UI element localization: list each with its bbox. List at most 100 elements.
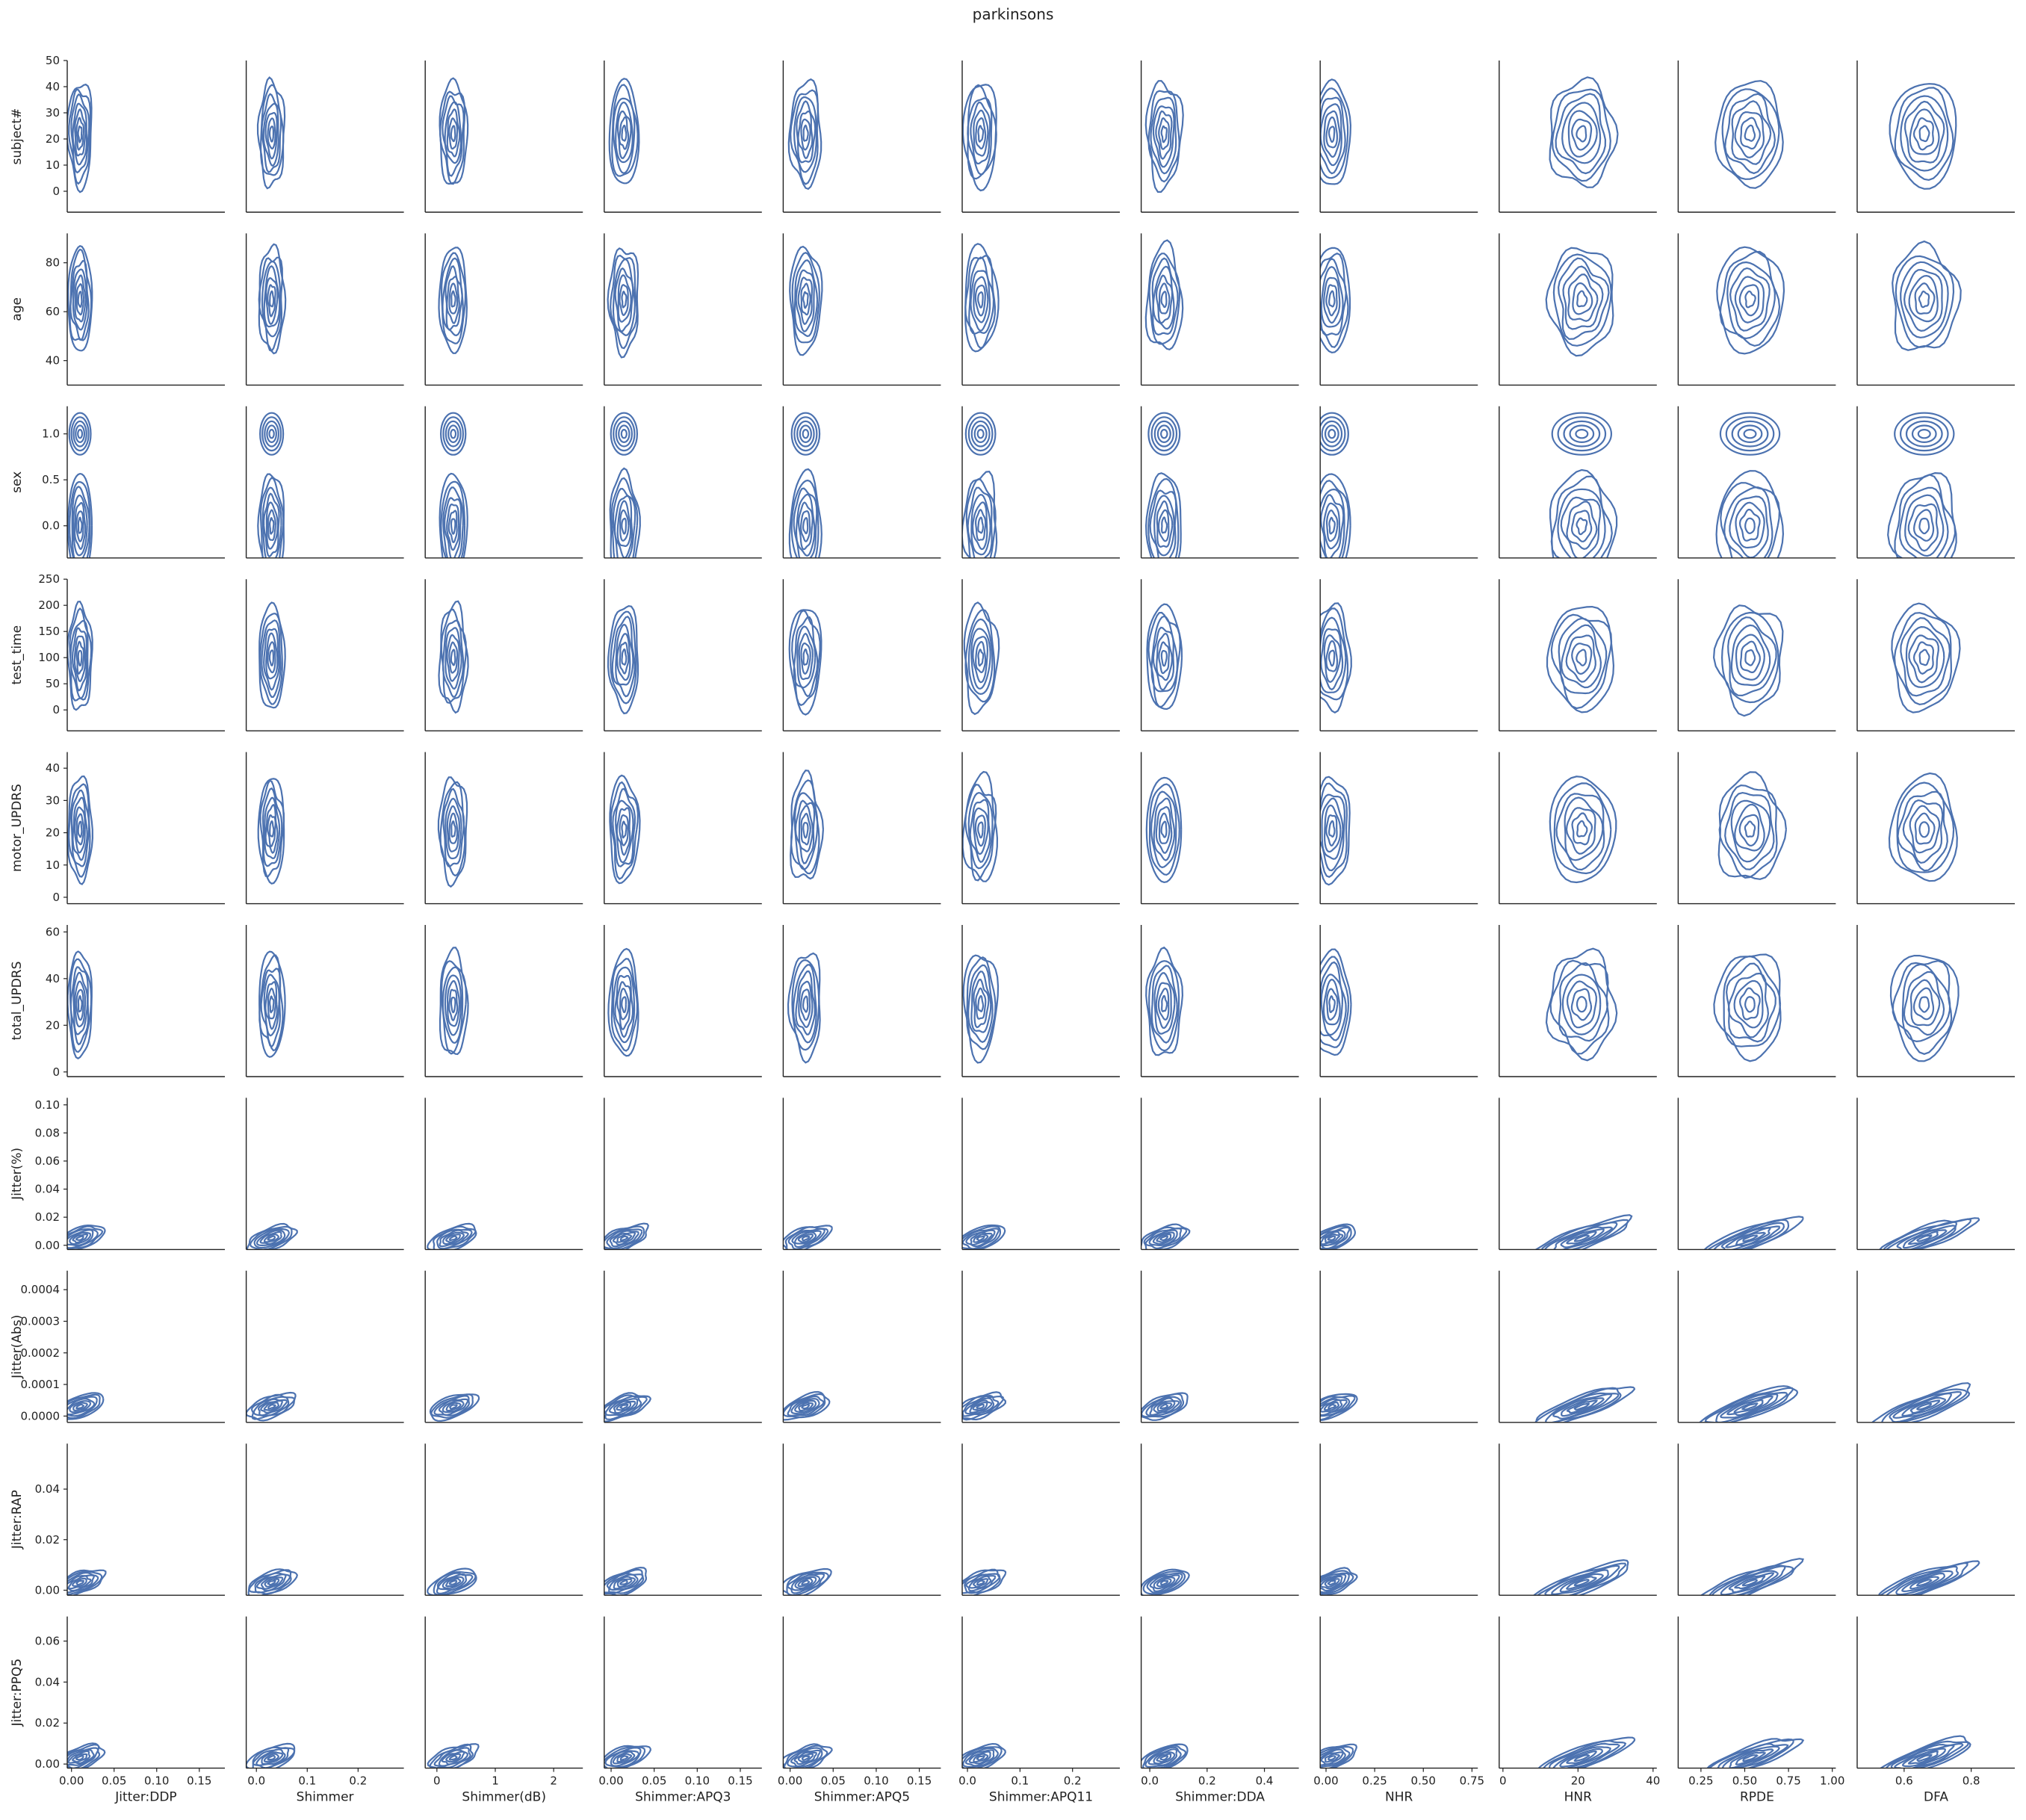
contour-level-5 bbox=[1724, 93, 1776, 175]
kde-contours bbox=[67, 1569, 107, 1596]
contour-level-1 bbox=[619, 1579, 628, 1585]
panel-sex-vs-shimmer bbox=[245, 406, 404, 559]
contour-level-2 bbox=[1158, 812, 1171, 844]
kde-contours bbox=[1537, 1736, 1636, 1768]
contour-level-6 bbox=[1147, 477, 1180, 558]
panel-jitter-ppq5-vs-dfa: 0.6 0.8 DFA bbox=[1856, 1616, 2015, 1805]
contour-level-6 bbox=[1148, 960, 1180, 1052]
contour-level-2 bbox=[974, 284, 986, 317]
contour-level-5 bbox=[67, 1571, 99, 1594]
kde-contours bbox=[1545, 247, 1614, 357]
contour-level-2 bbox=[1157, 988, 1170, 1021]
x-axis-label: Shimmer:DDA bbox=[1175, 1790, 1265, 1805]
contour-level-1 bbox=[621, 517, 628, 535]
contour-level-1 bbox=[269, 516, 275, 535]
contour-level-upper-1 bbox=[976, 429, 985, 439]
contour-level-4 bbox=[1729, 267, 1771, 332]
kde-contours bbox=[1879, 1217, 1980, 1250]
contour-level-3 bbox=[798, 805, 814, 852]
contour-level-7 bbox=[1545, 247, 1614, 357]
contour-level-5 bbox=[1320, 1226, 1351, 1250]
contour-level-6 bbox=[1894, 474, 1957, 558]
contour-level-4 bbox=[256, 1573, 287, 1592]
contour-level-6 bbox=[791, 959, 820, 1051]
panel-total-updrs-vs-jitter-ddp: 0 20 40 60 total_UPDRS bbox=[10, 925, 225, 1079]
contour-level-3 bbox=[260, 1399, 283, 1414]
kde-contours bbox=[1712, 604, 1784, 717]
x-tick-label: 0.00 bbox=[1313, 1774, 1338, 1788]
panel-jitter-vs-shimmer-db bbox=[424, 1098, 583, 1251]
y-tick-label: 0 bbox=[52, 891, 60, 904]
contour-level-1 bbox=[619, 1403, 629, 1410]
panel-motor-updrs-vs-shimmer-apq5 bbox=[782, 752, 941, 905]
kde-contours bbox=[67, 244, 93, 352]
contour-level-3 bbox=[1320, 1575, 1343, 1590]
kde-contours bbox=[790, 770, 824, 880]
contour-level-7 bbox=[1546, 605, 1615, 714]
contour-level-4 bbox=[796, 625, 817, 689]
contour-level-upper-1 bbox=[77, 429, 84, 439]
panel-jitter-ppq5-vs-shimmer-apq5: 0.00 0.05 0.10 0.15 Shimmer:APQ5 bbox=[778, 1616, 941, 1805]
y-tick-label: 0 bbox=[52, 1065, 60, 1079]
panel-total-updrs-vs-shimmer bbox=[245, 925, 404, 1077]
panel-total-updrs-vs-rpde bbox=[1677, 925, 1836, 1077]
contour-level-3 bbox=[264, 111, 278, 160]
contour-level-1 bbox=[75, 1403, 85, 1410]
contour-level-upper-1 bbox=[1328, 429, 1336, 439]
kde-contours bbox=[67, 83, 93, 194]
contour-level-5 bbox=[1320, 616, 1347, 693]
contour-level-6 bbox=[1723, 955, 1782, 1047]
contour-level-5 bbox=[1711, 1565, 1786, 1596]
kde-contours bbox=[257, 412, 285, 558]
contour-level-3 bbox=[265, 501, 279, 550]
contour-level-upper-1 bbox=[450, 429, 457, 439]
contour-level-7 bbox=[962, 1224, 1006, 1250]
contour-level-upper-2 bbox=[1156, 424, 1171, 444]
panel-age-vs-shimmer bbox=[245, 233, 404, 386]
contour-level-6 bbox=[440, 960, 468, 1055]
contour-level-6 bbox=[1148, 253, 1181, 345]
contour-level-7 bbox=[964, 243, 1000, 353]
contour-level-2 bbox=[1734, 1575, 1766, 1590]
contour-level-2 bbox=[1565, 1576, 1597, 1590]
contour-level-4 bbox=[969, 799, 991, 864]
contour-level-3 bbox=[1909, 979, 1941, 1027]
contour-level-1 bbox=[450, 125, 456, 143]
contour-level-5 bbox=[1901, 963, 1951, 1043]
contour-level-7 bbox=[1878, 1560, 1980, 1596]
contour-level-1 bbox=[1916, 1234, 1933, 1242]
contour-level-upper-5 bbox=[259, 412, 285, 456]
contour-level-7 bbox=[439, 947, 469, 1056]
kde-contours bbox=[962, 412, 998, 558]
contour-level-1 bbox=[1159, 1403, 1169, 1410]
contour-level-6 bbox=[604, 1746, 646, 1768]
kde-contours bbox=[1141, 1743, 1189, 1768]
contour-level-2 bbox=[267, 117, 276, 150]
contour-level-7 bbox=[1891, 602, 1961, 714]
contour-level-upper-2 bbox=[1737, 424, 1763, 444]
contour-level-2 bbox=[1735, 1751, 1767, 1765]
contour-level-7 bbox=[256, 76, 286, 190]
contour-level-5 bbox=[1727, 616, 1777, 697]
contour-level-5 bbox=[433, 1747, 471, 1768]
contour-level-upper-5 bbox=[1894, 412, 1955, 456]
panel-age-vs-shimmer-dda bbox=[1140, 233, 1299, 386]
contour-level-4 bbox=[615, 623, 634, 686]
contour-level-4 bbox=[1902, 799, 1944, 864]
contour-level-7 bbox=[257, 778, 285, 885]
contour-level-7 bbox=[1700, 1558, 1804, 1596]
y-tick-label: 0.0 bbox=[42, 519, 60, 533]
contour-level-upper-2 bbox=[1569, 424, 1595, 444]
panel-jitter-ppq5-vs-jitter-ddp: 0.00 0.02 0.04 0.06 Jitter:PPQ5 0.00 0.05 0.10 0… bbox=[10, 1616, 225, 1805]
contour-level-2 bbox=[267, 987, 276, 1020]
contour-level-2 bbox=[1156, 1402, 1173, 1412]
panel-test-time-vs-shimmer-db bbox=[424, 579, 583, 731]
kde-contours bbox=[258, 243, 287, 355]
contour-level-5 bbox=[67, 1747, 99, 1768]
contour-level-upper-1 bbox=[1917, 429, 1931, 439]
y-tick-label: 0.0004 bbox=[21, 1283, 61, 1296]
contour-level-upper-4 bbox=[967, 416, 994, 452]
contour-level-6 bbox=[1720, 611, 1779, 704]
contour-level-3 bbox=[264, 981, 278, 1030]
panel-subject-vs-shimmer-apq11 bbox=[961, 61, 1120, 213]
